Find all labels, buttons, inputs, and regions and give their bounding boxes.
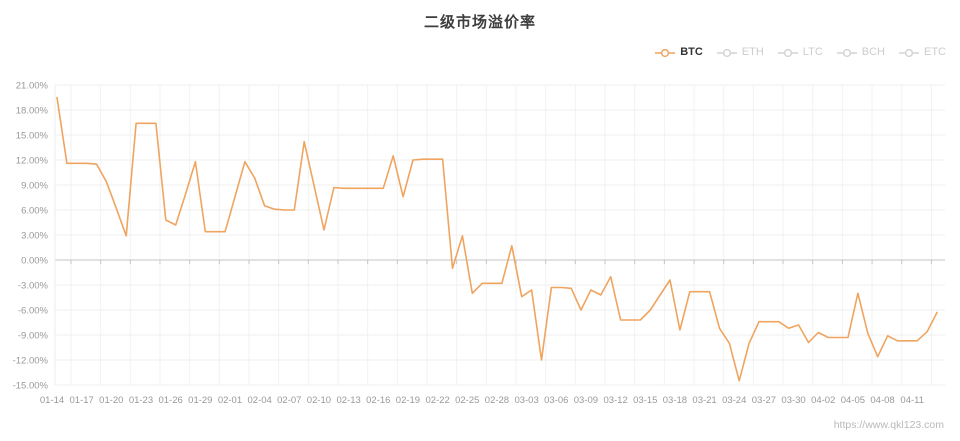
line-series-icon (836, 48, 857, 57)
y-axis-labels: 21.00% 18.00% 15.00% 12.00% 9.00% 6.00% 3.00% 0… (13, 80, 49, 391)
svg-text:01-23: 01-23 (129, 395, 153, 406)
chart-title: 二级市场溢价率 (423, 14, 536, 31)
svg-text:15.00%: 15.00% (16, 130, 49, 141)
svg-text:04-05: 04-05 (841, 395, 865, 406)
legend-item-label: ETC (924, 46, 946, 58)
svg-text:02-04: 02-04 (247, 395, 271, 406)
svg-text:01-17: 01-17 (70, 395, 94, 406)
svg-text:03-06: 03-06 (544, 395, 568, 406)
svg-text:04-11: 04-11 (900, 395, 924, 406)
legend-item-label: BTC (680, 46, 703, 58)
series-line-btc (56, 96, 938, 382)
legend-item-eth[interactable]: ETH (716, 47, 764, 58)
svg-text:02-19: 02-19 (396, 395, 420, 406)
svg-text:02-01: 02-01 (218, 395, 242, 406)
svg-text:01-20: 01-20 (99, 395, 123, 406)
legend-item-etc[interactable]: ETC (898, 47, 946, 58)
svg-text:04-02: 04-02 (811, 395, 835, 406)
svg-text:9.00%: 9.00% (21, 180, 48, 191)
svg-text:02-28: 02-28 (485, 395, 509, 406)
svg-text:01-26: 01-26 (158, 395, 182, 406)
svg-text:02-25: 02-25 (455, 395, 479, 406)
svg-text:-12.00%: -12.00% (13, 355, 49, 366)
line-series-icon (899, 48, 919, 57)
svg-text:03-03: 03-03 (514, 395, 538, 406)
line-series-icon (655, 48, 676, 57)
svg-text:03-27: 03-27 (752, 395, 776, 406)
svg-text:03-12: 03-12 (603, 395, 627, 406)
svg-text:04-08: 04-08 (870, 395, 894, 406)
legend-item-btc[interactable]: BTC (654, 47, 703, 58)
svg-text:18.00%: 18.00% (16, 105, 49, 116)
svg-text:-9.00%: -9.00% (18, 330, 49, 341)
svg-text:01-14: 01-14 (40, 395, 64, 406)
svg-text:-15.00%: -15.00% (13, 380, 49, 391)
legend-item-bch[interactable]: BCH (836, 47, 885, 58)
legend-item-ltc[interactable]: LTC (777, 47, 823, 58)
svg-text:0.00%: 0.00% (21, 255, 48, 266)
svg-text:12.00%: 12.00% (16, 155, 49, 166)
legend-item-label: ETH (741, 46, 764, 58)
svg-text:02-16: 02-16 (366, 395, 390, 406)
svg-text:03-30: 03-30 (781, 395, 805, 406)
svg-text:-3.00%: -3.00% (18, 280, 49, 291)
line-series-icon (777, 48, 798, 57)
svg-text:02-10: 02-10 (307, 395, 331, 406)
legend-item-label: LTC (802, 46, 823, 58)
x-axis-labels: 01-14 01-17 01-20 01-23 01-26 01-29 02-01 02-04… (40, 395, 924, 406)
svg-text:03-24: 03-24 (722, 395, 746, 406)
y-gridlines (55, 84, 945, 386)
svg-text:03-21: 03-21 (692, 395, 716, 406)
legend-item-label: BCH (861, 46, 885, 58)
svg-text:02-07: 02-07 (277, 395, 301, 406)
legend: BTC ETH LTC BCH ETC (654, 47, 946, 58)
svg-text:01-29: 01-29 (188, 395, 212, 406)
svg-text:02-13: 02-13 (336, 395, 360, 406)
svg-text:3.00%: 3.00% (21, 230, 48, 241)
svg-text:03-09: 03-09 (574, 395, 598, 406)
svg-text:6.00%: 6.00% (21, 205, 48, 216)
watermark: https://www.qkl123.com (833, 419, 944, 431)
svg-text:-6.00%: -6.00% (18, 305, 49, 316)
svg-text:03-15: 03-15 (633, 395, 657, 406)
svg-text:03-18: 03-18 (663, 395, 687, 406)
zero-axis-ticks (70, 260, 932, 264)
line-series-icon (716, 48, 737, 57)
svg-text:21.00%: 21.00% (16, 80, 49, 91)
svg-text:02-22: 02-22 (425, 395, 449, 406)
